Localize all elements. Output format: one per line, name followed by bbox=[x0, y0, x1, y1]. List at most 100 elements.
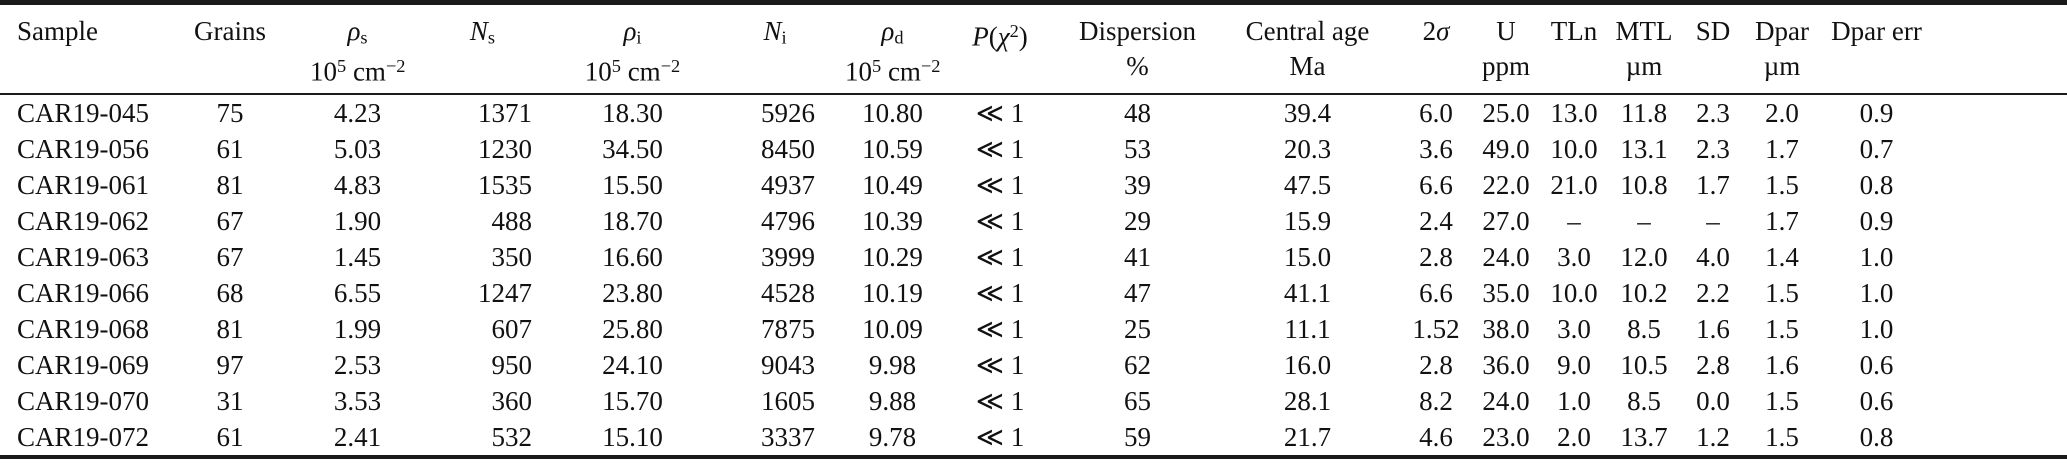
header-text-part: 5 bbox=[337, 56, 347, 76]
table-cell-two-sigma: 2.8 bbox=[1419, 242, 1453, 272]
table-cell-tln: 10.0 bbox=[1550, 134, 1598, 164]
table-cell-two-sigma: 6.6 bbox=[1419, 278, 1453, 308]
header-text-part: Dispersion bbox=[1079, 16, 1196, 46]
table-cell-dpar: 1.5 bbox=[1765, 278, 1799, 308]
table-cell-n-i: 1605 bbox=[761, 386, 815, 416]
table-cell-rho-i: 15.10 bbox=[602, 422, 663, 452]
column-header-p-chi2: P(χ2) bbox=[940, 2, 1060, 95]
table-header: Sample Grains ρs 105 cm−2 Ns ρi 105 cm−2 Ni ρd 10… bbox=[0, 2, 2067, 95]
table-cell-dpar-err: 0.6 bbox=[1859, 386, 1894, 416]
sample-id: CAR19-045 bbox=[17, 98, 150, 128]
header-text-part: cm bbox=[346, 56, 386, 87]
header-text-part: Central age bbox=[1245, 16, 1370, 46]
table-cell-p-chi2: ≪ 1 bbox=[975, 170, 1025, 200]
column-unit bbox=[150, 50, 310, 86]
header-text-part: ) bbox=[1018, 21, 1028, 52]
table-cell-dpar-err: 0.8 bbox=[1859, 170, 1894, 200]
table-cell-rho-s: 2.53 bbox=[333, 350, 382, 380]
column-title: Central age bbox=[1215, 13, 1400, 50]
table-cell-rho-s: 1.99 bbox=[333, 314, 382, 344]
column-header-tln: TLn bbox=[1540, 2, 1608, 95]
table-cell-n-s: 1535 bbox=[478, 170, 532, 200]
table-row-car19-045: CAR19-045 75 4.23 1371 18.30 5926 10.80 ≪ 1 48 39… bbox=[0, 94, 2067, 131]
column-unit: Ma bbox=[1215, 50, 1400, 86]
table-cell-u: 36.0 bbox=[1482, 350, 1530, 380]
table-cell-sd: 0.0 bbox=[1696, 386, 1730, 416]
table-cell-dispersion: 59 bbox=[1124, 422, 1151, 452]
table-cell-two-sigma: 2.4 bbox=[1419, 206, 1453, 236]
column-unit bbox=[1818, 50, 1935, 86]
table-cell-sd: 2.3 bbox=[1696, 134, 1730, 164]
table-cell-n-s: 1247 bbox=[478, 278, 532, 308]
column-header-central-age: Central age Ma bbox=[1215, 2, 1400, 95]
table-row-car19-061: CAR19-061 81 4.83 1535 15.50 4937 10.49 ≪ 1 39 47… bbox=[0, 167, 2067, 203]
table-cell-two-sigma: 2.8 bbox=[1419, 350, 1453, 380]
column-title: Dispersion bbox=[1060, 13, 1215, 50]
header-text-part: N bbox=[469, 16, 488, 46]
table-cell-rho-s: 4.83 bbox=[333, 170, 382, 200]
header-text-part: s bbox=[360, 27, 368, 48]
table-cell-tln: 21.0 bbox=[1550, 170, 1598, 200]
table-cell-dpar: 1.7 bbox=[1765, 134, 1799, 164]
header-row: Sample Grains ρs 105 cm−2 Ns ρi 105 cm−2 Ni ρd 10… bbox=[0, 2, 2067, 95]
table-cell-u: 38.0 bbox=[1482, 314, 1530, 344]
header-text-part: σ bbox=[1436, 16, 1450, 46]
table-cell-sd: 1.6 bbox=[1696, 314, 1730, 344]
table-cell-p-chi2: ≪ 1 bbox=[975, 314, 1025, 344]
sample-id: CAR19-069 bbox=[17, 350, 150, 380]
table-cell-sd: 2.3 bbox=[1696, 98, 1730, 128]
table-cell-dispersion: 47 bbox=[1124, 278, 1151, 308]
header-text-part: 5 bbox=[872, 56, 882, 76]
table-row-car19-063: CAR19-063 67 1.45 350 16.60 3999 10.29 ≪ 1 41 15.… bbox=[0, 239, 2067, 275]
table-cell-mtl: 10.2 bbox=[1620, 278, 1668, 308]
table-cell-mtl: 11.8 bbox=[1620, 98, 1668, 128]
table-cell-sd: 2.2 bbox=[1696, 278, 1730, 308]
table-cell-grains: 75 bbox=[216, 98, 244, 128]
table-cell-tln: 3.0 bbox=[1557, 242, 1591, 272]
table-cell-n-i: 4528 bbox=[761, 278, 815, 308]
table-cell-p-chi2: ≪ 1 bbox=[975, 134, 1025, 164]
table-cell-tln: 9.0 bbox=[1557, 350, 1591, 380]
table-cell-sd: 1.7 bbox=[1696, 170, 1730, 200]
table-cell-mtl: 8.5 bbox=[1627, 386, 1661, 416]
table-cell-u: 23.0 bbox=[1482, 422, 1530, 452]
column-title: P(χ2) bbox=[940, 13, 1060, 52]
table-cell-central-age: 39.4 bbox=[1283, 98, 1332, 128]
table-cell-mtl: 8.5 bbox=[1627, 314, 1661, 344]
sample-id: CAR19-056 bbox=[17, 134, 150, 164]
table-cell-dpar: 1.6 bbox=[1765, 350, 1799, 380]
table-cell-grains: 81 bbox=[216, 314, 244, 344]
column-header-two-sigma: 2σ bbox=[1400, 2, 1472, 95]
column-title: TLn bbox=[1540, 13, 1608, 50]
table-cell-central-age: 20.3 bbox=[1283, 134, 1332, 164]
table-row-car19-072: CAR19-072 61 2.41 532 15.10 3337 9.78 ≪ 1 59 21.7… bbox=[0, 419, 2067, 457]
table-cell-grains: 31 bbox=[216, 386, 244, 416]
table-cell-sd: 1.2 bbox=[1696, 422, 1730, 452]
column-unit bbox=[405, 50, 560, 86]
table-cell-rho-i: 15.50 bbox=[602, 170, 663, 200]
table-row-car19-068: CAR19-068 81 1.99 607 25.80 7875 10.09 ≪ 1 25 11.… bbox=[0, 311, 2067, 347]
table-cell-u: 24.0 bbox=[1482, 242, 1530, 272]
table-cell-p-chi2: ≪ 1 bbox=[975, 350, 1025, 380]
header-text-part: MTL bbox=[1615, 16, 1673, 46]
column-title: Dpar err bbox=[1818, 13, 1935, 50]
column-title: Ns bbox=[405, 13, 560, 50]
column-header-n-s: Ns bbox=[405, 2, 560, 95]
table-cell-central-age: 21.7 bbox=[1283, 422, 1332, 452]
table-cell-dpar: 1.5 bbox=[1765, 386, 1799, 416]
table-cell-rho-i: 34.50 bbox=[602, 134, 663, 164]
column-unit: 105 cm−2 bbox=[845, 50, 940, 86]
table-cell-rho-i: 18.30 bbox=[602, 98, 663, 128]
column-title: SD bbox=[1680, 13, 1746, 50]
column-unit: µm bbox=[1608, 50, 1680, 86]
header-text-part: µm bbox=[1763, 51, 1801, 81]
table-cell-dpar-err: 0.9 bbox=[1859, 206, 1894, 236]
table-cell-mtl: 10.5 bbox=[1620, 350, 1668, 380]
header-text-part: ( bbox=[988, 21, 998, 52]
table-cell-u: 49.0 bbox=[1482, 134, 1530, 164]
column-unit bbox=[705, 50, 845, 86]
table-cell-dispersion: 29 bbox=[1124, 206, 1151, 236]
table-cell-dpar: 1.7 bbox=[1765, 206, 1799, 236]
